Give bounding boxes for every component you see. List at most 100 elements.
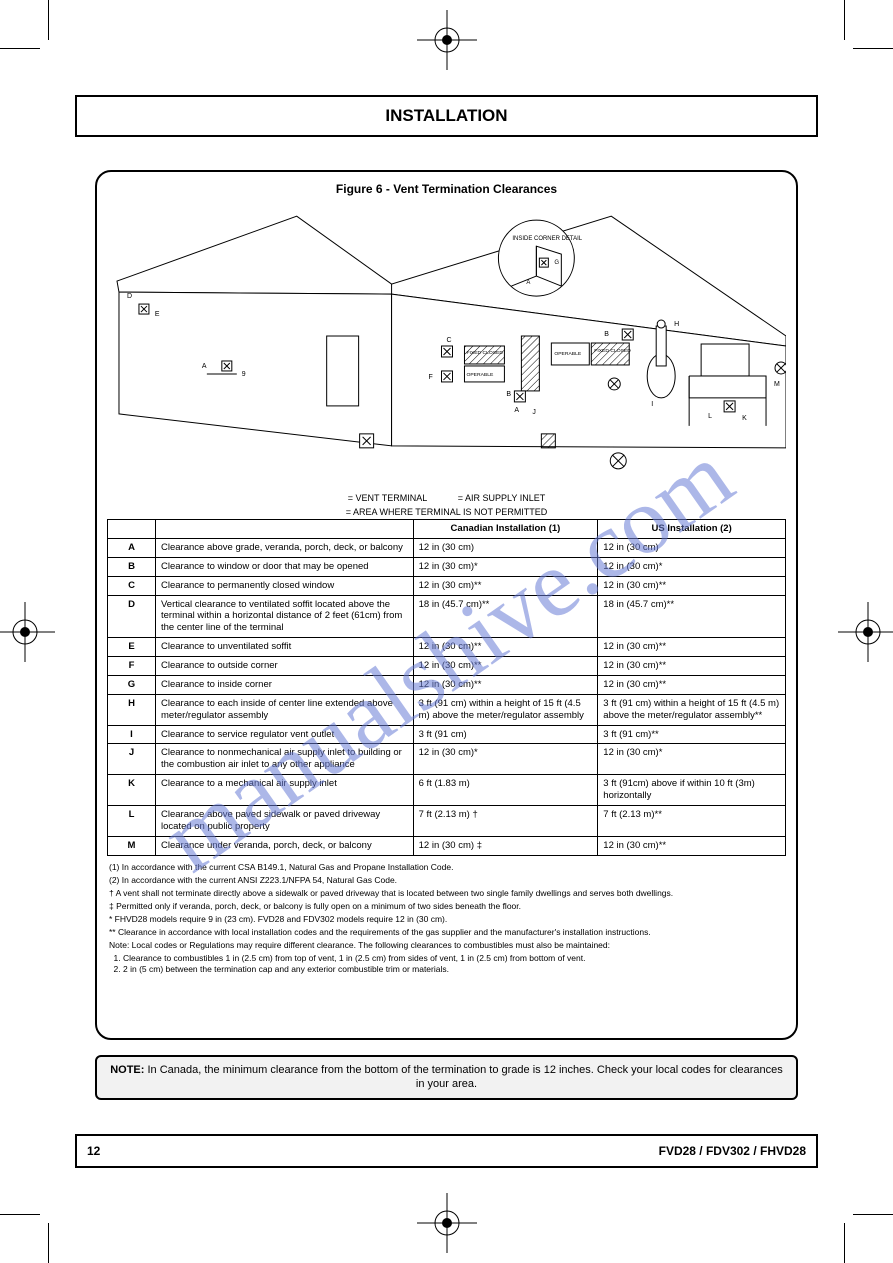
svg-text:H: H [674,321,679,328]
table-row: DVertical clearance to ventilated soffit… [108,595,786,638]
row-us: 3 ft (91 cm) within a height of 15 ft (4… [598,694,786,725]
section-title: INSTALLATION [75,95,818,137]
footnote-li1: Clearance to combustibles 1 in (2.5 cm) … [123,953,784,964]
row-ca: 12 in (30 cm) ‡ [413,836,598,855]
row-us: 7 ft (2.13 m)** [598,805,786,836]
table-row: FClearance to outside corner12 in (30 cm… [108,657,786,676]
svg-text:9: 9 [242,371,246,378]
footer-title: FVD28 / FDV302 / FHVD28 [659,1144,806,1158]
row-us: 12 in (30 cm)** [598,576,786,595]
table-row: GClearance to inside corner 12 in (30 cm)… [108,675,786,694]
clearances-table: Canadian Installation (1) US Installatio… [107,519,786,856]
svg-text:I: I [651,401,653,408]
diagram-legend: = VENT TERMINAL = AIR SUPPLY INLET = ARE… [107,491,786,519]
table-row: LClearance above paved sidewalk or paved… [108,805,786,836]
note-text: In Canada, the minimum clearance from th… [148,1064,783,1090]
row-desc: Clearance to window or door that may be … [156,557,414,576]
reg-mark-bottom [417,1193,477,1253]
row-ca: 12 in (30 cm) [413,538,598,557]
row-desc: Clearance to inside corner [156,675,414,694]
row-letter: G [108,675,156,694]
svg-text:K: K [742,415,747,422]
row-letter: A [108,538,156,557]
svg-text:F: F [429,374,433,381]
col-canada: Canadian Installation (1) [413,520,598,539]
row-letter: K [108,775,156,806]
footnote-ddagger: ‡ Permitted only if veranda, porch, deck… [109,901,784,912]
figure-panel: Figure 6 - Vent Termination Clearances A… [95,170,798,1040]
row-us: 12 in (30 cm)** [598,638,786,657]
svg-text:A: A [202,363,207,370]
footnote-note: Note: Local codes or Regulations may req… [109,940,784,951]
row-ca: 3 ft (91 cm) within a height of 15 ft (4… [413,694,598,725]
row-ca: 3 ft (91 cm) [413,725,598,744]
table-row: KClearance to a mechanical air supply in… [108,775,786,806]
row-letter: H [108,694,156,725]
row-letter: B [108,557,156,576]
row-desc: Clearance to each inside of center line … [156,694,414,725]
row-us: 3 ft (91cm) above if within 10 ft (3m) h… [598,775,786,806]
row-letter: E [108,638,156,657]
svg-text:A: A [526,280,530,286]
row-desc: Clearance to permanently closed window [156,576,414,595]
page-footer: 12 FVD28 / FDV302 / FHVD28 [75,1134,818,1168]
footnotes: (1) In accordance with the current CSA B… [107,856,786,975]
row-ca: 12 in (30 cm)** [413,657,598,676]
air-supply-label: = AIR SUPPLY INLET [458,493,545,503]
table-row: HClearance to each inside of center line… [108,694,786,725]
row-us: 12 in (30 cm)** [598,675,786,694]
svg-text:L: L [708,413,712,420]
row-letter: F [108,657,156,676]
reg-mark-top [417,10,477,70]
row-desc: Vertical clearance to ventilated soffit … [156,595,414,638]
row-letter: C [108,576,156,595]
row-desc: Clearance to a mechanical air supply inl… [156,775,414,806]
row-letter: L [108,805,156,836]
footnote-star: * FHVD28 models require 9 in (23 cm). FV… [109,914,784,925]
row-us: 12 in (30 cm)* [598,744,786,775]
svg-text:D: D [127,293,132,300]
row-us: 12 in (30 cm)** [598,657,786,676]
row-ca: 18 in (45.7 cm)** [413,595,598,638]
row-letter: M [108,836,156,855]
footnote-starstar: ** Clearance in accordance with local in… [109,927,784,938]
row-desc: Clearance under veranda, porch, deck, or… [156,836,414,855]
footnote-li2: 2 in (5 cm) between the termination cap … [123,964,784,975]
vent-terminal-label: = VENT TERMINAL [348,493,427,503]
row-ca: 12 in (30 cm)* [413,744,598,775]
row-ca: 12 in (30 cm)* [413,557,598,576]
table-row: MClearance under veranda, porch, deck, o… [108,836,786,855]
svg-text:G: G [554,260,559,266]
row-ca: 7 ft (2.13 m) † [413,805,598,836]
row-desc: Clearance above paved sidewalk or paved … [156,805,414,836]
note-label: NOTE: [110,1064,144,1076]
svg-text:C: C [447,337,452,344]
reg-mark-left [0,602,55,662]
svg-text:FIXED CLOSED: FIXED CLOSED [594,348,631,354]
svg-text:J: J [532,409,535,416]
footnote-2: (2) In accordance with the current ANSI … [109,875,784,886]
table-row: BClearance to window or door that may be… [108,557,786,576]
table-row: IClearance to service regulator vent out… [108,725,786,744]
svg-text:B: B [506,391,511,398]
col-us: US Installation (2) [598,520,786,539]
row-letter: D [108,595,156,638]
footnote-1: (1) In accordance with the current CSA B… [109,862,784,873]
svg-text:OPERABLE: OPERABLE [466,372,494,378]
not-permitted-label: = AREA WHERE TERMINAL IS NOT PERMITTED [346,507,548,517]
note-bar: NOTE: In Canada, the minimum clearance f… [95,1055,798,1100]
row-us: 18 in (45.7 cm)** [598,595,786,638]
svg-text:OPERABLE: OPERABLE [554,351,582,357]
row-desc: Clearance to unventilated soffit [156,638,414,657]
row-us: 12 in (30 cm)* [598,557,786,576]
reg-mark-right [838,602,893,662]
row-desc: Clearance to nonmechanical air supply in… [156,744,414,775]
svg-text:B: B [604,331,609,338]
svg-text:INSIDE CORNER DETAIL: INSIDE CORNER DETAIL [512,236,582,242]
svg-text:FIXED CLOSED: FIXED CLOSED [466,350,503,356]
row-desc: Clearance above grade, veranda, porch, d… [156,538,414,557]
row-us: 12 in (30 cm) [598,538,786,557]
page-frame: INSTALLATION Figure 6 - Vent Termination… [75,95,818,1168]
svg-text:A: A [514,407,519,414]
row-desc: Clearance to outside corner [156,657,414,676]
